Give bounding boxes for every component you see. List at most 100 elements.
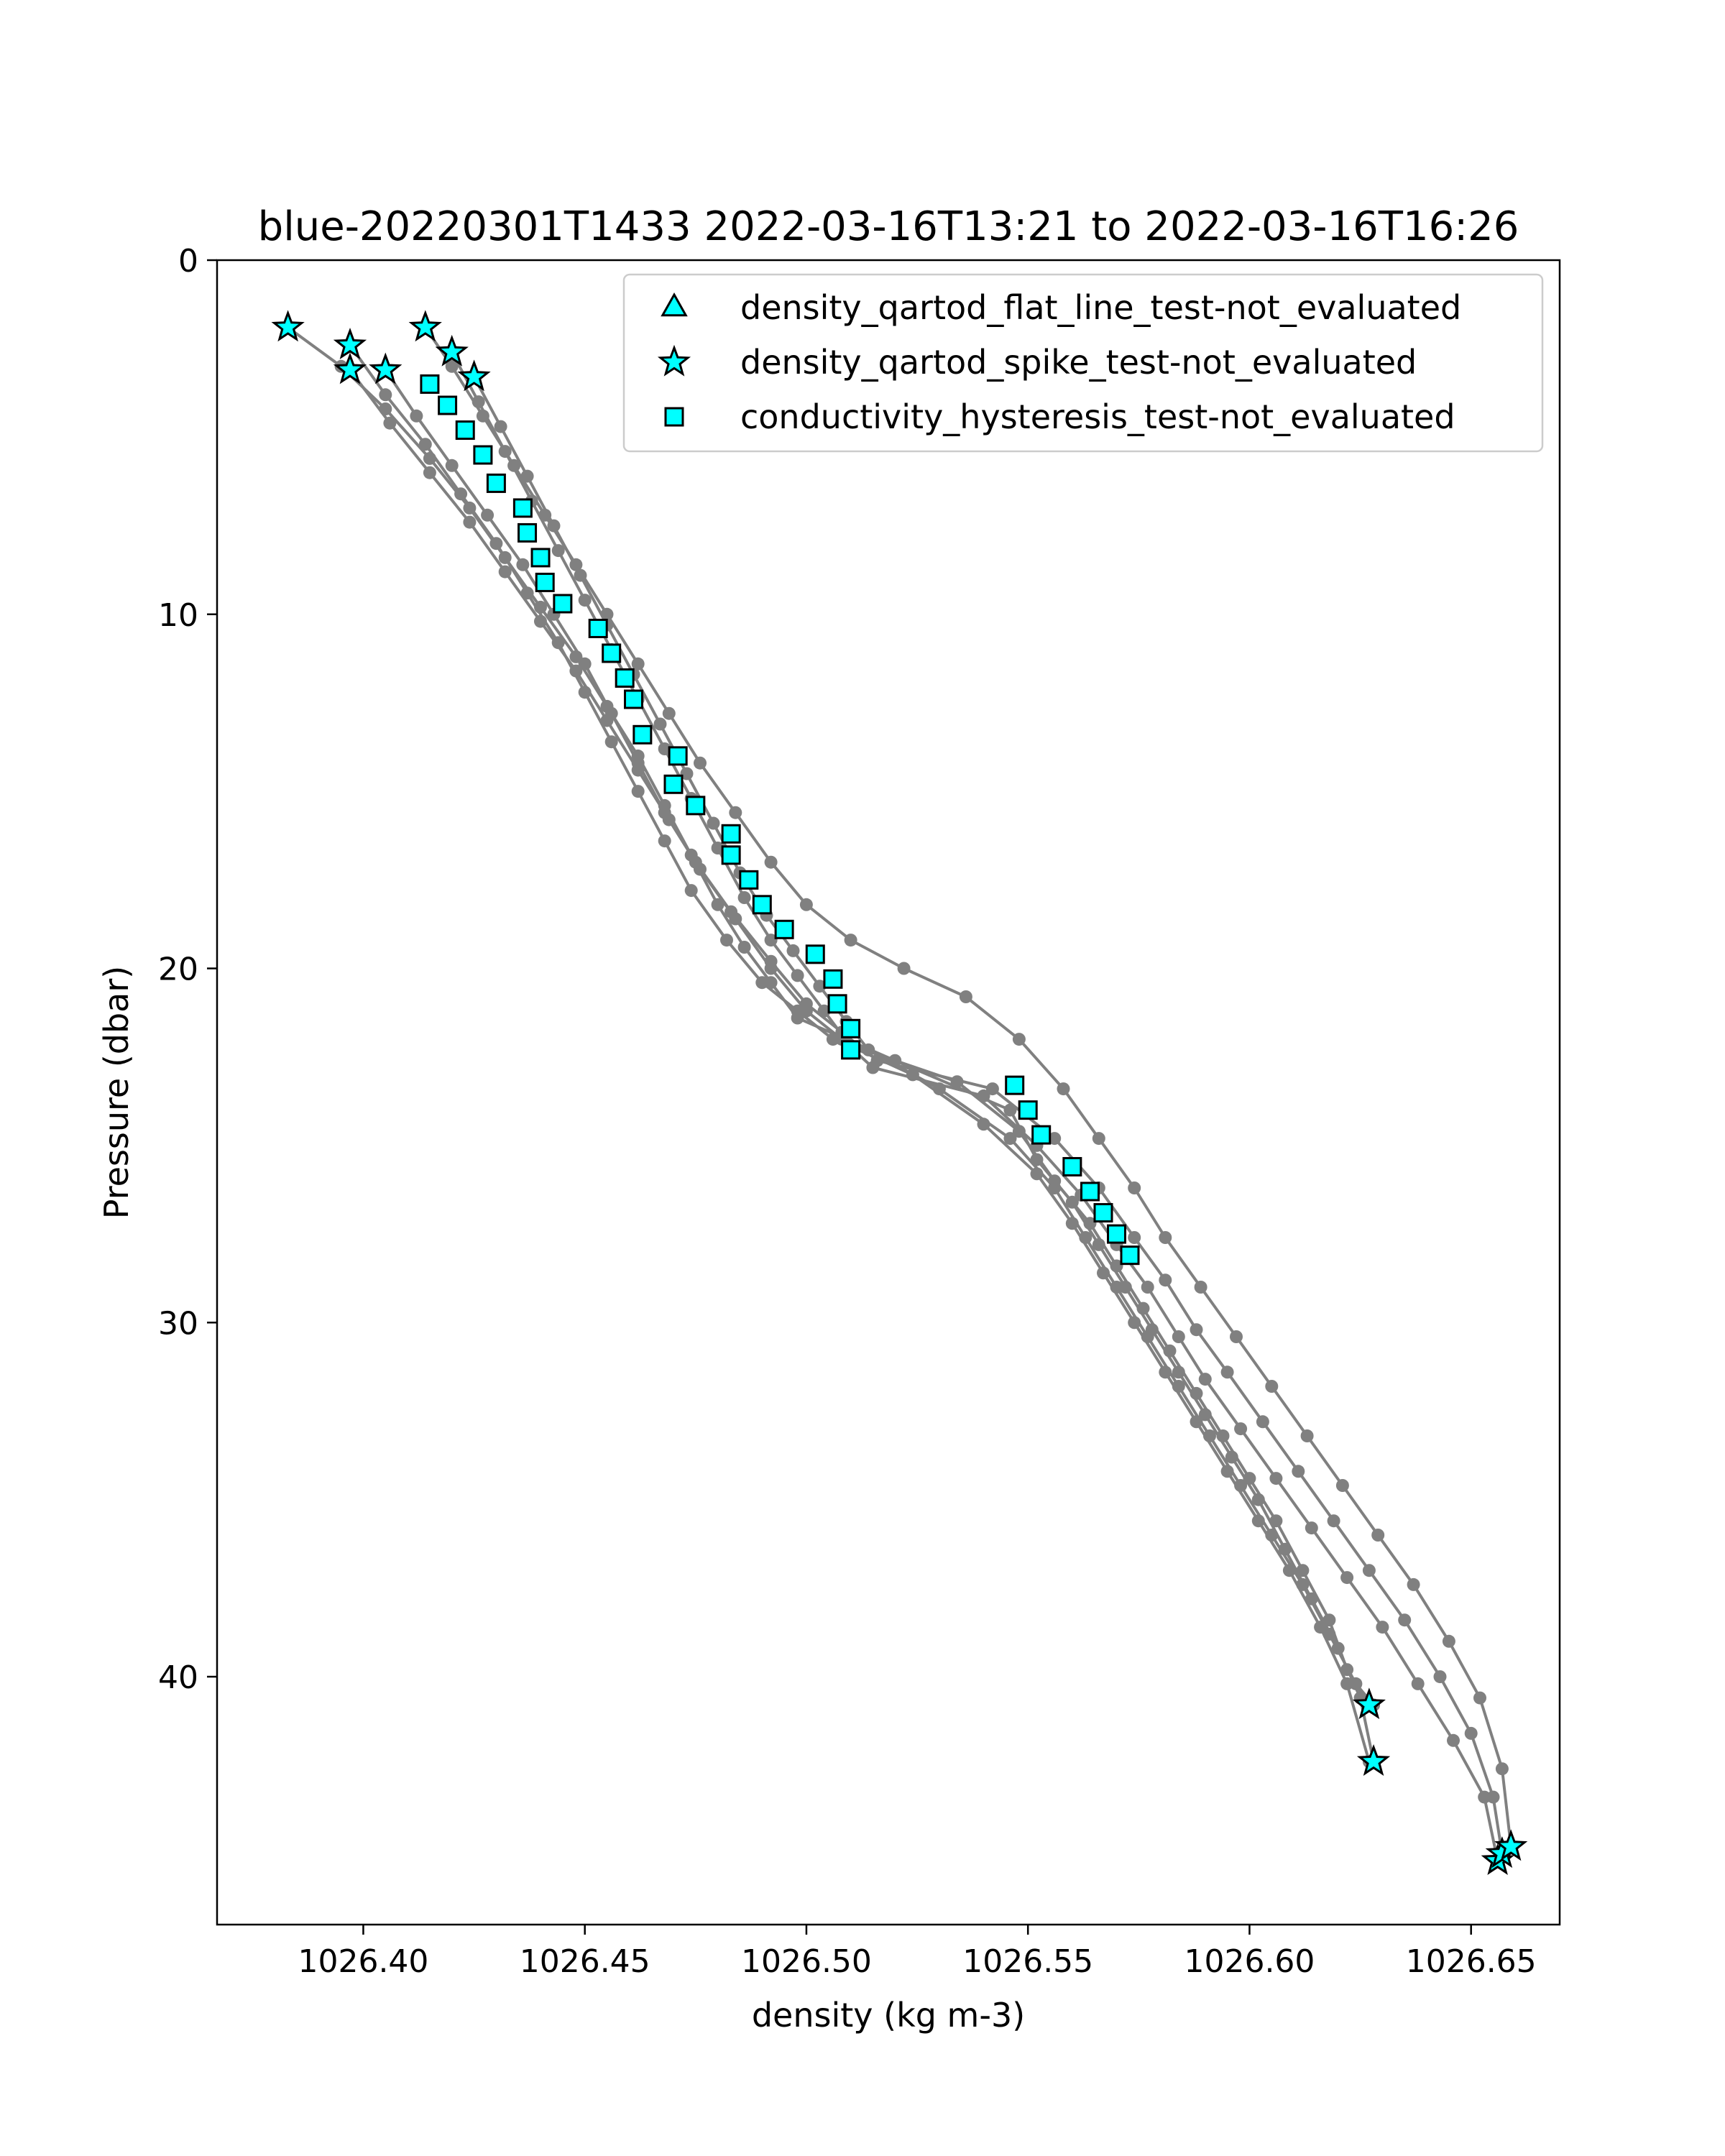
profile-4 bbox=[379, 363, 1509, 1861]
profile-point bbox=[932, 1082, 946, 1096]
star-marker bbox=[369, 352, 402, 384]
square-marker bbox=[805, 944, 825, 964]
profile-point bbox=[653, 717, 667, 731]
flag-markers bbox=[271, 310, 1528, 1875]
star-marker bbox=[1494, 1829, 1528, 1861]
profile-point bbox=[1340, 1571, 1354, 1585]
profile-point bbox=[578, 657, 592, 671]
legend-box bbox=[622, 273, 1544, 453]
profile-point bbox=[1322, 1613, 1336, 1627]
profile-point bbox=[1335, 1479, 1349, 1492]
x-tick-label: 1026.40 bbox=[298, 1943, 428, 1980]
profile-point bbox=[604, 706, 618, 720]
profile-point bbox=[737, 891, 751, 904]
profile-point bbox=[1243, 1472, 1256, 1485]
star-marker bbox=[1356, 1744, 1391, 1776]
profile-point bbox=[1411, 1677, 1425, 1690]
x-tick-label: 1026.50 bbox=[741, 1943, 872, 1980]
x-tick-label: 1026.55 bbox=[962, 1943, 1093, 1980]
profile-point bbox=[1265, 1529, 1279, 1542]
profile-point bbox=[1048, 1181, 1062, 1194]
profile-point bbox=[498, 445, 512, 459]
legend-label-flat-line: density_qartod_flat_line_test-not_evalua… bbox=[740, 288, 1461, 327]
square-marker bbox=[1018, 1100, 1038, 1120]
star-marker bbox=[333, 328, 367, 359]
legend-label-spike: density_qartod_spike_test-not_evaluated bbox=[740, 343, 1417, 382]
profile-point bbox=[658, 742, 671, 755]
profile-point bbox=[410, 409, 423, 423]
profile-point bbox=[1407, 1577, 1420, 1591]
y-tick-label: 10 bbox=[158, 597, 198, 634]
profile-point bbox=[791, 1004, 804, 1018]
profile-point bbox=[1092, 1132, 1105, 1146]
profile-point bbox=[1433, 1670, 1447, 1684]
profile-point bbox=[1398, 1613, 1412, 1627]
star-marker bbox=[408, 310, 442, 342]
square-marker bbox=[752, 895, 772, 915]
star-marker bbox=[457, 359, 491, 392]
square-marker bbox=[1062, 1156, 1082, 1176]
profile-point bbox=[1442, 1634, 1455, 1648]
square-marker bbox=[512, 498, 533, 518]
profile-point bbox=[1464, 1726, 1478, 1740]
y-axis-label: Pressure (dbar) bbox=[97, 966, 136, 1219]
x-tick-label: 1026.60 bbox=[1184, 1943, 1315, 1980]
square-marker bbox=[686, 796, 706, 816]
profile-point bbox=[1256, 1415, 1269, 1429]
square-marker bbox=[518, 522, 538, 543]
profile-point bbox=[897, 962, 911, 975]
square-marker bbox=[721, 845, 741, 865]
profile-point bbox=[689, 855, 702, 869]
profile-point bbox=[489, 537, 503, 550]
profile-point bbox=[604, 735, 618, 749]
profile-point bbox=[1203, 1429, 1216, 1442]
profile-point bbox=[1296, 1577, 1310, 1591]
profile-point bbox=[737, 941, 751, 954]
square-marker bbox=[553, 594, 573, 614]
y-tick-label: 30 bbox=[158, 1305, 198, 1342]
profile-point bbox=[985, 1082, 999, 1096]
profile-point bbox=[711, 898, 724, 911]
profile-point bbox=[445, 359, 459, 373]
profile-point bbox=[658, 834, 671, 848]
profile-point bbox=[547, 519, 561, 533]
profile-point bbox=[1141, 1281, 1154, 1294]
square-marker bbox=[1005, 1075, 1025, 1095]
profile-point bbox=[1159, 1231, 1172, 1244]
profile-point bbox=[1159, 1273, 1172, 1287]
profile-point bbox=[1003, 1132, 1017, 1146]
profile-point bbox=[1057, 1082, 1070, 1096]
profile-point bbox=[1198, 1373, 1212, 1386]
square-marker bbox=[602, 643, 622, 663]
square-marker bbox=[668, 746, 688, 766]
profile-point bbox=[1371, 1529, 1385, 1542]
profile-point bbox=[799, 997, 813, 1010]
square-marker bbox=[827, 994, 847, 1014]
profile-point bbox=[476, 409, 489, 423]
profile-point bbox=[799, 898, 813, 911]
profile-point bbox=[1190, 1386, 1203, 1400]
profile-point bbox=[1216, 1429, 1230, 1442]
profile-point bbox=[1172, 1330, 1185, 1343]
profile-point bbox=[1234, 1422, 1248, 1436]
profile-point bbox=[724, 905, 738, 918]
profile-point bbox=[764, 954, 778, 968]
square-marker bbox=[632, 724, 653, 745]
profile-point bbox=[1163, 1344, 1177, 1358]
profile-point bbox=[569, 664, 583, 678]
square-marker bbox=[473, 445, 493, 465]
profile-point bbox=[418, 438, 432, 451]
profile-point bbox=[791, 969, 804, 982]
x-axis-label: density (kg m-3) bbox=[752, 1996, 1025, 2035]
profile-point bbox=[551, 544, 565, 558]
profile-point bbox=[707, 816, 720, 830]
y-tick-label: 20 bbox=[158, 952, 198, 988]
profile-point bbox=[574, 568, 587, 582]
profile-line bbox=[450, 351, 1371, 1762]
profile-point bbox=[764, 855, 778, 869]
profile-point bbox=[1300, 1429, 1314, 1442]
profile-point bbox=[1012, 1033, 1026, 1046]
profile-point bbox=[786, 944, 800, 957]
profile-point bbox=[694, 756, 707, 770]
plot-frame bbox=[216, 259, 1561, 1926]
